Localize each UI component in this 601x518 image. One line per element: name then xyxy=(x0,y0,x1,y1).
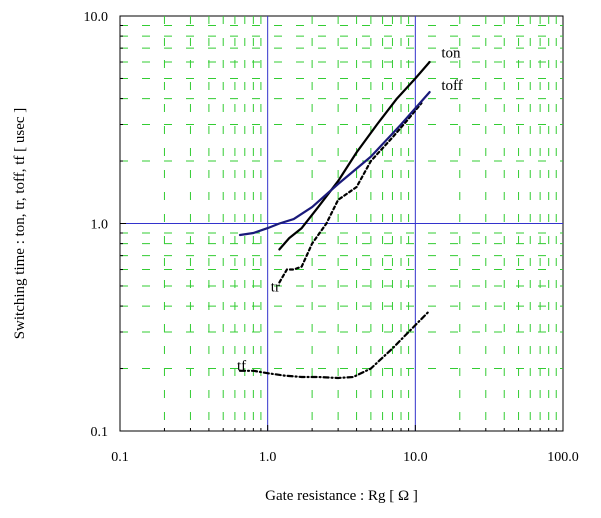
major-grid xyxy=(120,16,563,431)
y-axis-title: Switching time : ton, tr, toff, tf [ use… xyxy=(12,108,28,340)
series-label-toff: toff xyxy=(441,78,462,94)
series-labels: ton toff tr tf xyxy=(237,46,463,375)
series-lines xyxy=(238,60,431,380)
x-axis-title: Gate resistance : Rg [ Ω ] xyxy=(265,488,418,504)
y-tick-label: 1.0 xyxy=(91,218,109,233)
y-tick-labels: 0.1 1.0 10.0 xyxy=(84,10,109,440)
x-tick-label: 1.0 xyxy=(259,450,277,465)
x-tick-label: 0.1 xyxy=(111,450,129,465)
x-tick-label: 100.0 xyxy=(547,450,579,465)
series-label-tf: tf xyxy=(237,358,246,374)
y-tick-label: 0.1 xyxy=(91,425,109,440)
x-tick-label: 10.0 xyxy=(403,450,428,465)
series-line-ton xyxy=(278,60,431,251)
x-tick-labels: 0.1 1.0 10.0 100.0 xyxy=(111,450,579,465)
series-label-tr: tr xyxy=(271,280,280,296)
tick-marks xyxy=(119,24,557,432)
series-line-toff xyxy=(238,90,431,237)
series-line-tr xyxy=(278,102,423,284)
series-label-ton: ton xyxy=(441,46,461,62)
series-line-tf xyxy=(238,309,431,380)
y-tick-label: 10.0 xyxy=(84,10,109,25)
minor-grid xyxy=(120,16,563,431)
